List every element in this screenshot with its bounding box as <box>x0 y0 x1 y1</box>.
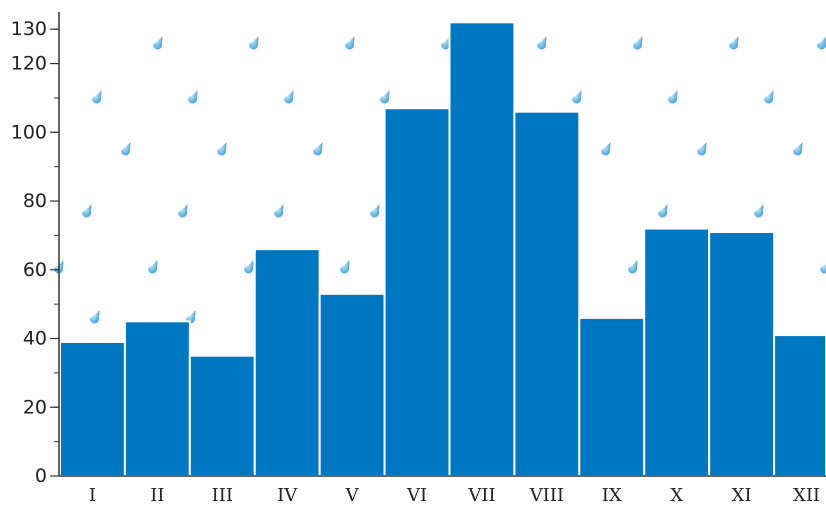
bar-IX <box>578 316 646 477</box>
bar-XII <box>773 334 826 477</box>
raindrop-icon <box>148 260 158 274</box>
y-tick-label: 20 <box>23 396 47 418</box>
raindrop-icon <box>90 310 100 324</box>
raindrop-icon <box>633 36 643 50</box>
y-tick-label: 0 <box>35 465 47 487</box>
raindrop-icon <box>345 36 355 50</box>
x-tick-label: II <box>150 485 164 506</box>
raindrop-icon <box>188 90 198 104</box>
y-tick-label: 80 <box>23 190 47 212</box>
bar-II <box>123 320 191 478</box>
x-tick-label: I <box>89 485 96 506</box>
raindrop-icon <box>820 263 826 274</box>
raindrop-icon <box>178 204 188 218</box>
y-tick-label: 130 <box>11 18 47 40</box>
x-tick-label: VI <box>406 485 427 506</box>
raindrop-icon <box>153 36 163 50</box>
raindrop-icon <box>217 142 227 156</box>
raindrop-icon <box>764 90 774 104</box>
raindrop-icon <box>793 142 803 156</box>
raindrop-icon <box>668 90 678 104</box>
x-tick-label: IX <box>602 485 622 506</box>
y-tick-label: 120 <box>11 53 47 75</box>
x-tick-label: XII <box>793 485 820 506</box>
bars <box>59 21 826 478</box>
x-tick-label: XI <box>732 485 752 506</box>
x-tick-label: VII <box>467 485 495 506</box>
bar-XI <box>708 230 776 477</box>
bar-VI <box>383 107 451 478</box>
raindrop-icon <box>628 260 638 274</box>
bar-III <box>188 354 256 477</box>
raindrop-icon <box>340 260 350 274</box>
bar-I <box>59 340 126 478</box>
raindrop-icon <box>284 90 294 104</box>
raindrop-icon <box>729 36 739 50</box>
x-tick-label: III <box>212 485 233 506</box>
raindrop-icon <box>380 90 390 104</box>
raindrop-icon <box>92 90 102 104</box>
raindrop-icon <box>572 90 582 104</box>
bar-IV <box>253 248 321 477</box>
x-tick-label: V <box>345 485 360 506</box>
y-tick-label: 40 <box>23 328 47 350</box>
bar-X <box>643 227 711 477</box>
raindrop-icon <box>313 142 323 156</box>
x-tick-label: VIII <box>529 485 564 506</box>
raindrop-icon <box>658 204 668 218</box>
y-tick-label: 100 <box>11 121 47 143</box>
raindrop-icon <box>274 204 284 218</box>
raindrop-icon <box>186 310 196 324</box>
raindrop-icon <box>817 36 826 50</box>
raindrop-icon <box>537 36 547 50</box>
raindrop-icon <box>370 204 380 218</box>
raindrop-icon <box>249 36 259 50</box>
raindrop-icon <box>754 204 764 218</box>
bar-V <box>318 292 386 477</box>
raindrop-icon <box>601 142 611 156</box>
bar-VII <box>448 21 516 478</box>
y-tick-label: 60 <box>23 259 47 281</box>
x-tick-label: X <box>670 485 683 506</box>
raindrop-icon <box>244 260 254 274</box>
raindrop-icon <box>121 142 131 156</box>
raindrop-icon <box>82 204 92 218</box>
bar-VIII <box>513 110 581 477</box>
x-tick-label: IV <box>277 485 298 506</box>
raindrop-icon <box>441 36 451 50</box>
raindrop-icon <box>697 142 707 156</box>
